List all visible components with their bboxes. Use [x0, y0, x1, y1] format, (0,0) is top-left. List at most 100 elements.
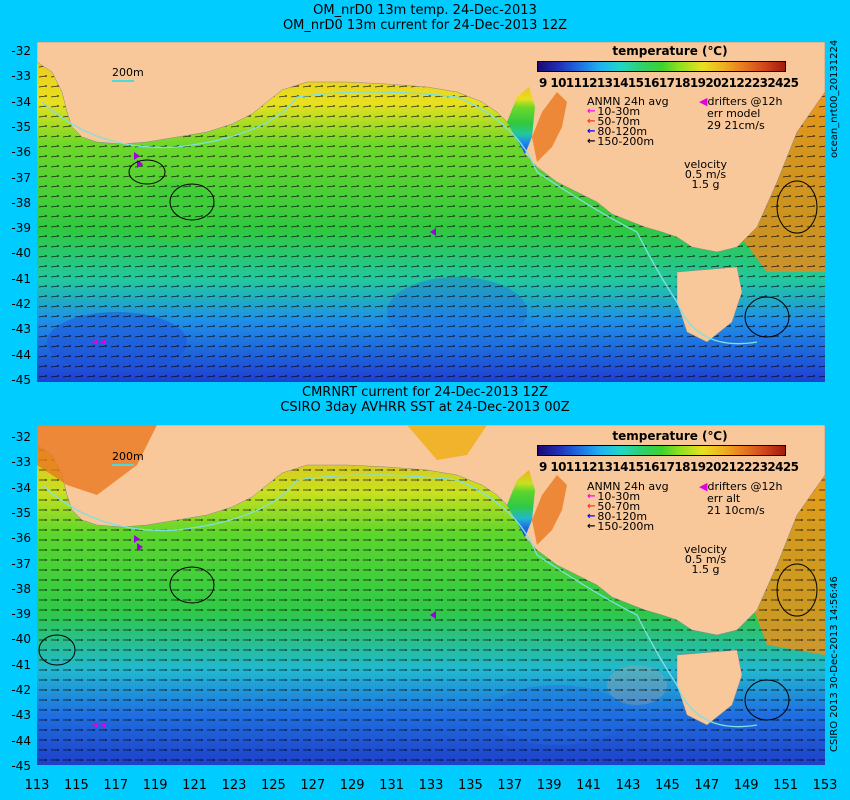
x-tick-label: 113	[24, 778, 50, 793]
drifter-label: drifters @12h	[707, 480, 783, 493]
drifter-marker	[134, 535, 143, 551]
x-tick-label: 139	[536, 778, 562, 793]
legend-row: ← 80-120m	[587, 510, 648, 523]
bottom-colorbar	[537, 445, 786, 456]
x-tick-label: 121	[182, 778, 207, 793]
legend-title: ANMN 24h avg	[587, 480, 669, 493]
legend-label: 50-70m	[597, 500, 641, 513]
y-tick-label: -32	[11, 430, 31, 444]
legend-row: ← 50-70m	[587, 115, 641, 128]
y-tick-label: -41	[11, 271, 31, 286]
legend-label: 150-200m	[597, 520, 655, 533]
y-tick-label: -40	[11, 246, 31, 261]
y-tick-label: -41	[11, 657, 31, 672]
bottom-velocity-legend: velocity 0.5 m/s 1.5 g	[684, 543, 727, 576]
bottom-map-svg	[37, 425, 825, 765]
velocity-value: 0.5 m/s	[684, 553, 727, 566]
bottom-side-label: CSIRO 2013 30-Dec-2013 14:56:46	[829, 576, 840, 752]
drifter-triangle-icon: ◀	[699, 95, 708, 108]
x-tick-label: 143	[615, 778, 641, 793]
velocity-scale: 1.5 g	[691, 178, 720, 191]
y-tick-label: -32	[11, 44, 31, 58]
y-tick-label: -39	[11, 221, 31, 236]
bottom-title-line1: CMRNRT current for 24-Dec-2013 12Z	[302, 385, 548, 400]
velocity-scale: 1.5 g	[691, 563, 720, 576]
y-tick-label: -43	[11, 322, 31, 337]
y-tick-label: -34	[11, 94, 31, 109]
bottom-title-line2: CSIRO 3day AVHRR SST at 24-Dec-2013 00Z	[280, 400, 570, 415]
x-tick-label: 117	[103, 778, 129, 793]
legend-label: 50-70m	[597, 115, 641, 128]
x-tick-label: 125	[260, 778, 286, 793]
err-value: 29 21cm/s	[707, 119, 765, 132]
scale-label: 200m	[112, 450, 144, 463]
drifter-marker	[92, 339, 106, 345]
drifter-marker	[92, 722, 106, 728]
velocity-label: velocity	[684, 158, 727, 171]
x-tick-label: 131	[379, 778, 404, 793]
scale-label: 200m	[112, 66, 144, 79]
y-tick-label: -42	[11, 297, 31, 311]
x-tick-label: 119	[142, 778, 168, 793]
x-tick-label: 135	[457, 778, 483, 793]
x-tick-label: 147	[694, 778, 720, 793]
x-tick-label: 115	[63, 778, 89, 793]
y-tick-label: -34	[11, 480, 31, 495]
top-drifter-legend: ◀drifters @12h err model 29 21cm/s	[699, 95, 783, 132]
y-tick-label: -42	[11, 683, 31, 697]
legend-row: ← 50-70m	[587, 500, 641, 513]
x-tick-label: 141	[576, 778, 601, 793]
top-colorbar	[537, 61, 786, 72]
drifter-marker	[430, 611, 436, 619]
y-tick-label: -36	[11, 145, 31, 160]
y-tick-label: -36	[11, 531, 31, 546]
legend-row: ← 150-200m	[587, 135, 655, 148]
top-side-label: ocean_nrt00_20131224	[829, 39, 840, 158]
velocity-value: 0.5 m/s	[684, 168, 727, 181]
err-label: err alt	[707, 492, 741, 505]
top-velocity-legend: velocity 0.5 m/s 1.5 g	[684, 158, 727, 191]
velocity-label: velocity	[684, 543, 727, 556]
x-tick-label: 133	[418, 778, 444, 793]
bottom-map-panel	[37, 425, 825, 765]
drifter-triangle-icon: ◀	[699, 480, 708, 493]
legend-label: 10-30m	[597, 490, 641, 503]
y-tick-label: -39	[11, 607, 31, 622]
y-tick-label: -33	[11, 69, 31, 84]
err-value: 21 10cm/s	[707, 504, 765, 517]
y-tick-label: -44	[11, 347, 31, 362]
bottom-scale-bar: 200m	[112, 450, 144, 466]
bottom-colorbar-ticks: 9 10111213141516171819202122232425	[539, 460, 799, 474]
drifter-label: drifters @12h	[707, 95, 783, 108]
y-tick-label: -38	[11, 195, 31, 210]
top-title-line2: OM_nrD0 13m current for 24-Dec-2013 12Z	[282, 18, 568, 33]
legend-row: ← 150-200m	[587, 520, 655, 533]
y-tick-label: -37	[11, 556, 31, 571]
top-map-svg	[37, 42, 825, 382]
y-tick-label: -33	[11, 455, 31, 470]
top-depth-legend: ANMN 24h avg ← 10-30m ← 50-70m ← 80-120m ← 1…	[587, 95, 669, 148]
y-tick-label: -40	[11, 632, 31, 647]
y-tick-label: -45	[11, 372, 31, 387]
x-tick-label: 127	[300, 778, 326, 793]
legend-title: ANMN 24h avg	[587, 95, 669, 108]
top-scale-bar: 200m	[112, 66, 144, 82]
x-tick-label: 153	[812, 778, 838, 793]
drifter-marker	[430, 228, 436, 236]
top-colorbar-title: temperature (℃)	[612, 44, 728, 58]
y-tick-label: -35	[11, 119, 31, 134]
legend-label: 80-120m	[597, 125, 648, 138]
y-tick-label: -45	[11, 758, 31, 773]
top-title-line1: OM_nrD0 13m temp. 24-Dec-2013	[313, 3, 537, 18]
x-tick-label: 149	[733, 778, 759, 793]
legend-row: ← 10-30m	[587, 490, 641, 503]
err-label: err model	[707, 107, 761, 120]
top-colorbar-ticks: 9 10111213141516171819202122232425	[539, 76, 799, 90]
bottom-drifter-legend: ◀drifters @12h err alt 21 10cm/s	[699, 480, 783, 517]
y-tick-label: -35	[11, 505, 31, 520]
legend-label: 80-120m	[597, 510, 648, 523]
y-tick-label: -43	[11, 708, 31, 723]
y-tick-label: -37	[11, 170, 31, 185]
y-tick-label: -38	[11, 581, 31, 596]
top-map-panel	[37, 42, 825, 382]
